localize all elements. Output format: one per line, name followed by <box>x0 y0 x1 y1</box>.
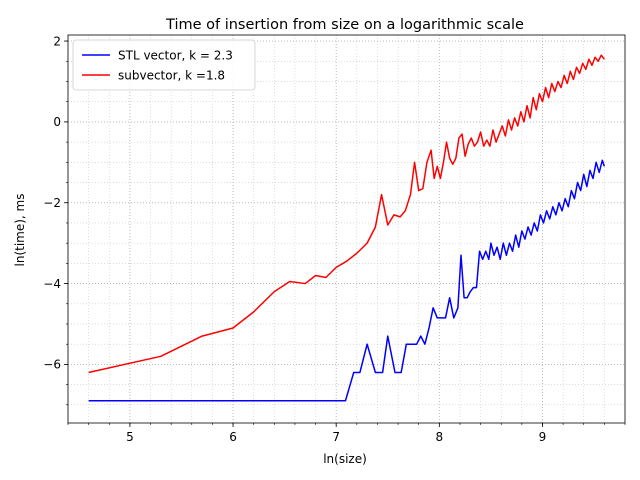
y-tick-label: 0 <box>53 115 61 129</box>
x-tick-label: 9 <box>539 430 547 444</box>
axis-ticks <box>64 40 626 427</box>
legend-label-1: subvector, k =1.8 <box>118 68 225 82</box>
tick-labels: 5 6 7 8 9 −6 −4 −2 0 2 <box>43 34 546 444</box>
series-group <box>88 54 606 402</box>
legend: STL vector, k = 2.3 subvector, k =1.8 <box>72 39 256 91</box>
x-tick-label: 8 <box>436 430 444 444</box>
legend-box <box>72 39 256 91</box>
x-tick-label: 7 <box>332 430 340 444</box>
y-tick-label: −2 <box>43 196 61 210</box>
x-tick-label: 6 <box>229 430 237 444</box>
y-tick-label: −4 <box>43 277 61 291</box>
x-axis-label: ln(size) <box>323 452 367 466</box>
series-line-0 <box>88 159 606 402</box>
chart-title: Time of insertion from size on a logarit… <box>165 17 524 33</box>
legend-label-0: STL vector, k = 2.3 <box>118 48 233 62</box>
y-axis-label: ln(time), ms <box>13 194 27 267</box>
x-tick-label: 5 <box>126 430 134 444</box>
series-line-1 <box>88 54 605 374</box>
y-tick-label: 2 <box>53 34 61 48</box>
plot-frame <box>67 34 626 424</box>
y-tick-label: −6 <box>43 358 61 372</box>
